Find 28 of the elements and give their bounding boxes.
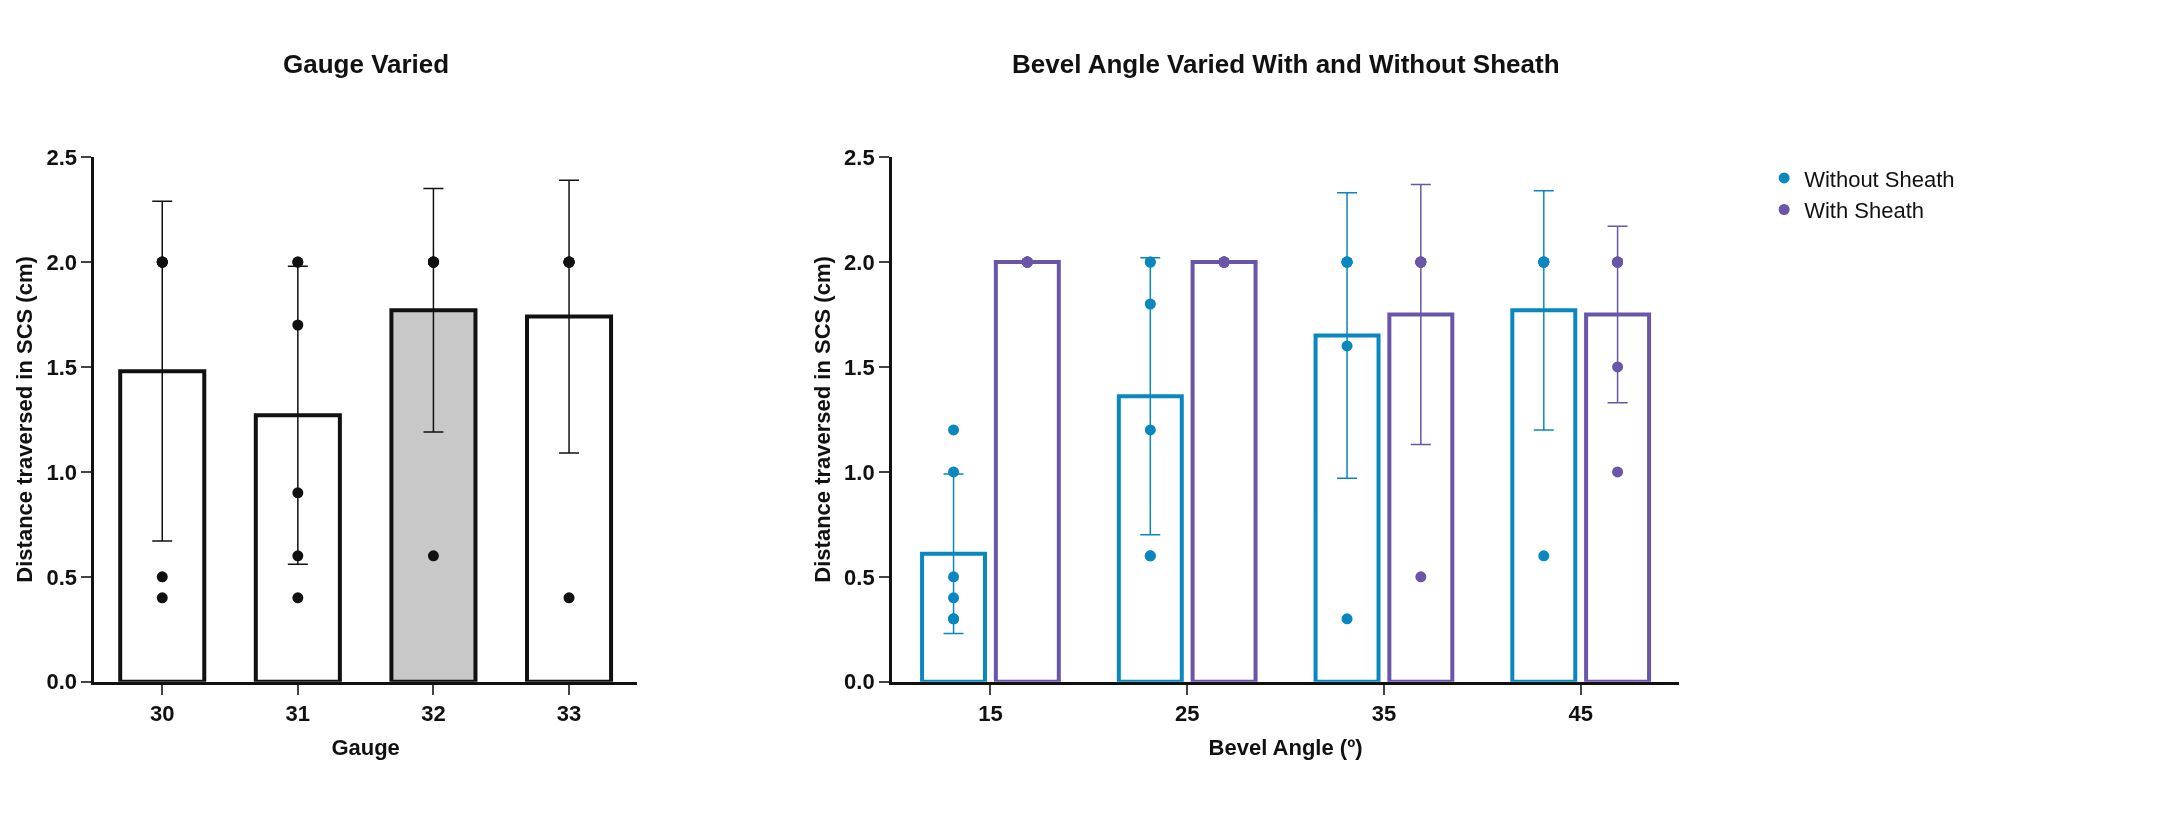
y-tick-label: 2.0	[844, 249, 875, 275]
y-axis-title: Distance traversed in SCS (cm)	[12, 256, 38, 583]
x-axis-title: Gauge	[331, 735, 400, 761]
x-tick-label: 25	[1174, 701, 1200, 727]
x-axis-title: Bevel Angle (º)	[1208, 735, 1363, 761]
y-tick-label: 1.5	[46, 354, 78, 380]
x-tick-label: 45	[1568, 701, 1593, 727]
x-tick-label: 33	[556, 701, 582, 727]
y-tick-label: 2.5	[844, 144, 875, 170]
legend-label: With Sheath	[1804, 198, 1924, 224]
chart-title: Gauge Varied	[283, 49, 450, 79]
y-tick-label: 1.0	[844, 459, 875, 485]
x-tick-label: 35	[1371, 701, 1397, 727]
x-tick-label: 15	[978, 701, 1003, 727]
y-tick-label: 2.0	[46, 249, 78, 275]
y-tick-label: 2.5	[46, 144, 78, 170]
y-tick-label: 1.0	[46, 459, 78, 485]
y-tick-label: 0.5	[844, 564, 875, 590]
y-tick-label: 0.5	[46, 564, 78, 590]
y-tick-label: 1.5	[844, 354, 875, 380]
y-axis-title: Distance traversed in SCS (cm)	[809, 256, 835, 583]
x-tick-label: 31	[285, 701, 311, 727]
x-tick-label: 30	[150, 701, 175, 727]
y-tick-label: 0.0	[46, 669, 78, 695]
legend-label: Without Sheath	[1804, 166, 1955, 192]
x-tick-label: 32	[421, 701, 446, 727]
chart-title: Bevel Angle Varied With and Without Sheath	[1012, 49, 1560, 79]
y-tick-label: 0.0	[844, 669, 875, 695]
